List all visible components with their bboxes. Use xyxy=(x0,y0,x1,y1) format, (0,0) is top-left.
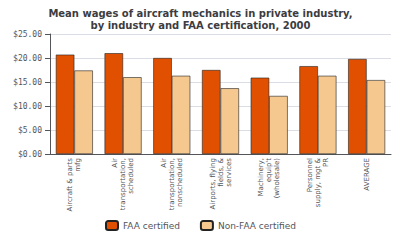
svg-text:$5.00: $5.00 xyxy=(18,126,42,135)
svg-text:$15.00: $15.00 xyxy=(13,78,42,87)
svg-text:Air: Air xyxy=(160,158,168,168)
svg-text:fields, &: fields, & xyxy=(217,157,225,186)
svg-text:PR: PR xyxy=(322,158,330,167)
svg-text:Aircraft & parts: Aircraft & parts xyxy=(66,158,74,212)
svg-text:Airports, flying: Airports, flying xyxy=(209,158,217,209)
svg-text:nonscheduled: nonscheduled xyxy=(176,158,184,207)
svg-text:equip't: equip't xyxy=(265,158,273,182)
svg-text:Machinery,: Machinery, xyxy=(257,158,265,197)
svg-text:services: services xyxy=(225,158,233,187)
svg-text:Personnel: Personnel xyxy=(306,158,314,192)
svg-text:$25.00: $25.00 xyxy=(13,30,42,39)
svg-text:mfg: mfg xyxy=(74,158,82,172)
svg-text:Air: Air xyxy=(111,158,119,168)
svg-text:$10.00: $10.00 xyxy=(13,102,42,111)
svg-text:$0.00: $0.00 xyxy=(18,150,42,159)
svg-text:supply, mgt &: supply, mgt & xyxy=(314,157,322,207)
svg-text:$20.00: $20.00 xyxy=(13,54,42,63)
svg-text:FAA certified: FAA certified xyxy=(123,221,180,231)
svg-text:Non-FAA certified: Non-FAA certified xyxy=(218,221,296,231)
svg-text:(wholesale): (wholesale) xyxy=(273,158,281,199)
svg-text:AVERAGE: AVERAGE xyxy=(363,158,371,191)
svg-text:by industry and FAA certificat: by industry and FAA certification, 2000 xyxy=(90,20,310,31)
svg-text:Mean wages of aircraft mechani: Mean wages of aircraft mechanics in priv… xyxy=(48,8,352,19)
svg-text:scheduled: scheduled xyxy=(127,158,135,194)
svg-text:transportation,: transportation, xyxy=(168,158,176,210)
svg-text:transportation,: transportation, xyxy=(119,158,127,210)
